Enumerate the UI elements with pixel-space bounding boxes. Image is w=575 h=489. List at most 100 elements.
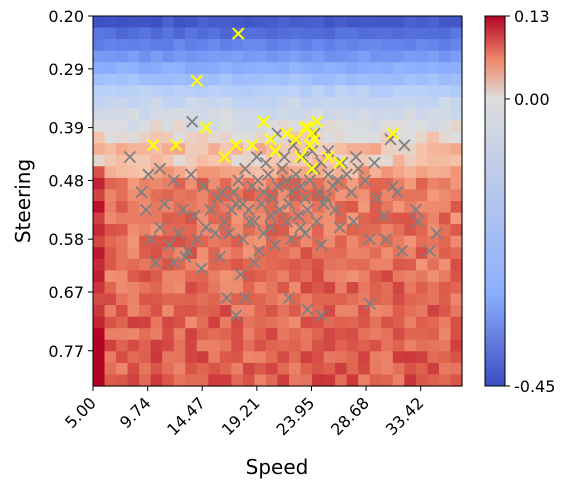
heatmap-cell: [231, 362, 244, 376]
heatmap-cell: [150, 374, 163, 387]
heatmap-cell: [127, 305, 140, 318]
heatmap-cell: [265, 293, 279, 306]
heatmap-cell: [127, 212, 140, 225]
heatmap-cell: [323, 201, 336, 214]
heatmap-cell: [116, 120, 129, 133]
heatmap-cell: [358, 154, 371, 167]
heatmap-cell: [369, 351, 382, 364]
heatmap-cell: [219, 50, 232, 63]
heatmap-cell: [265, 50, 279, 63]
heatmap-cell: [450, 362, 463, 376]
heatmap-cell: [404, 374, 417, 387]
heatmap-cell: [104, 120, 117, 133]
heatmap-cell: [185, 96, 198, 110]
scatter-point: [289, 168, 303, 181]
heatmap-cell: [358, 328, 371, 341]
heatmap-cell: [219, 62, 232, 75]
scatter-point: [363, 297, 376, 310]
heatmap-cell: [116, 62, 129, 75]
heatmap-cell: [427, 189, 440, 202]
heatmap-cell: [381, 62, 394, 75]
heatmap-cell: [150, 305, 163, 318]
heatmap-cell: [346, 50, 359, 63]
heatmap-cell: [335, 62, 348, 75]
heatmap-cell: [438, 212, 452, 225]
scatter-point: [250, 150, 263, 164]
heatmap-cell: [404, 85, 417, 98]
heatmap-cell: [335, 85, 348, 98]
heatmap-cell: [346, 316, 359, 329]
heatmap-cell: [104, 293, 117, 306]
heatmap-cell: [93, 258, 106, 271]
heatmap-cell: [219, 351, 232, 364]
heatmap-cell: [208, 305, 221, 318]
heatmap-cell: [254, 339, 267, 352]
heatmap-cell: [116, 108, 129, 121]
heatmap-cell: [369, 177, 382, 191]
heatmap-cell: [173, 50, 186, 63]
heatmap-cell: [369, 189, 382, 202]
heatmap-cell: [150, 96, 163, 110]
scatter-point: [377, 209, 390, 222]
heatmap-cell: [369, 224, 382, 237]
heatmap-cell: [116, 39, 129, 52]
heatmap-cell: [346, 108, 359, 121]
heatmap-cell: [277, 374, 290, 387]
heatmap-cell: [173, 27, 186, 40]
heatmap-cell: [346, 293, 359, 306]
heatmap-cell: [254, 212, 267, 225]
heatmap-cell: [196, 235, 209, 248]
heatmap-cell: [289, 154, 302, 167]
scatter-point: [301, 303, 314, 316]
heatmap-cell: [104, 73, 117, 86]
heatmap-cell: [127, 270, 140, 283]
scatter-point: [239, 291, 252, 305]
heatmap-cell: [277, 85, 290, 98]
heatmap-cell: [381, 293, 394, 306]
heatmap-cell: [358, 108, 371, 121]
heatmap-cell: [381, 85, 394, 98]
heatmap-cell: [415, 154, 429, 167]
heatmap-cell: [127, 96, 140, 110]
heatmap-cell: [415, 374, 429, 387]
heatmap-cell: [231, 212, 244, 225]
heatmap-cell: [242, 27, 256, 40]
heatmap-cell: [265, 96, 279, 110]
heatmap-cell: [254, 62, 267, 75]
heatmap-cell: [242, 16, 256, 29]
heatmap-cell: [185, 281, 198, 295]
heatmap-cell: [265, 374, 279, 387]
heatmap-cell: [450, 328, 463, 341]
x-tick-label: 5.00: [61, 393, 100, 432]
heatmap-cell: [265, 247, 279, 260]
heatmap-cell: [231, 62, 244, 75]
heatmap-cell: [150, 293, 163, 306]
heatmap-cell: [127, 85, 140, 98]
heatmap-cell: [185, 362, 198, 376]
heatmap-cell: [346, 39, 359, 52]
heatmap-cell: [404, 339, 417, 352]
heatmap-cell: [369, 328, 382, 341]
scatter-point: [167, 256, 180, 269]
heatmap-cell: [254, 258, 267, 271]
heatmap-cell: [323, 293, 336, 306]
heatmap-cell: [404, 351, 417, 364]
heatmap-cell: [312, 73, 325, 86]
heatmap-cell: [162, 212, 175, 225]
heatmap-cell: [116, 201, 129, 214]
heatmap-cell: [231, 50, 244, 63]
heatmap-cell: [162, 73, 175, 86]
heatmap-cell: [381, 339, 394, 352]
heatmap-cell: [93, 154, 106, 167]
heatmap-cell: [162, 328, 175, 341]
heatmap-cell: [335, 96, 348, 110]
heatmap-cell: [369, 27, 382, 40]
y-tick-label: 0.48: [48, 171, 84, 190]
heatmap-cell: [335, 258, 348, 271]
heatmap-cell: [242, 328, 256, 341]
heatmap-cell: [104, 143, 117, 156]
heatmap-cell: [438, 224, 452, 237]
heatmap-cell: [242, 189, 256, 202]
heatmap-cell: [139, 16, 152, 29]
heatmap-cell: [254, 281, 267, 295]
